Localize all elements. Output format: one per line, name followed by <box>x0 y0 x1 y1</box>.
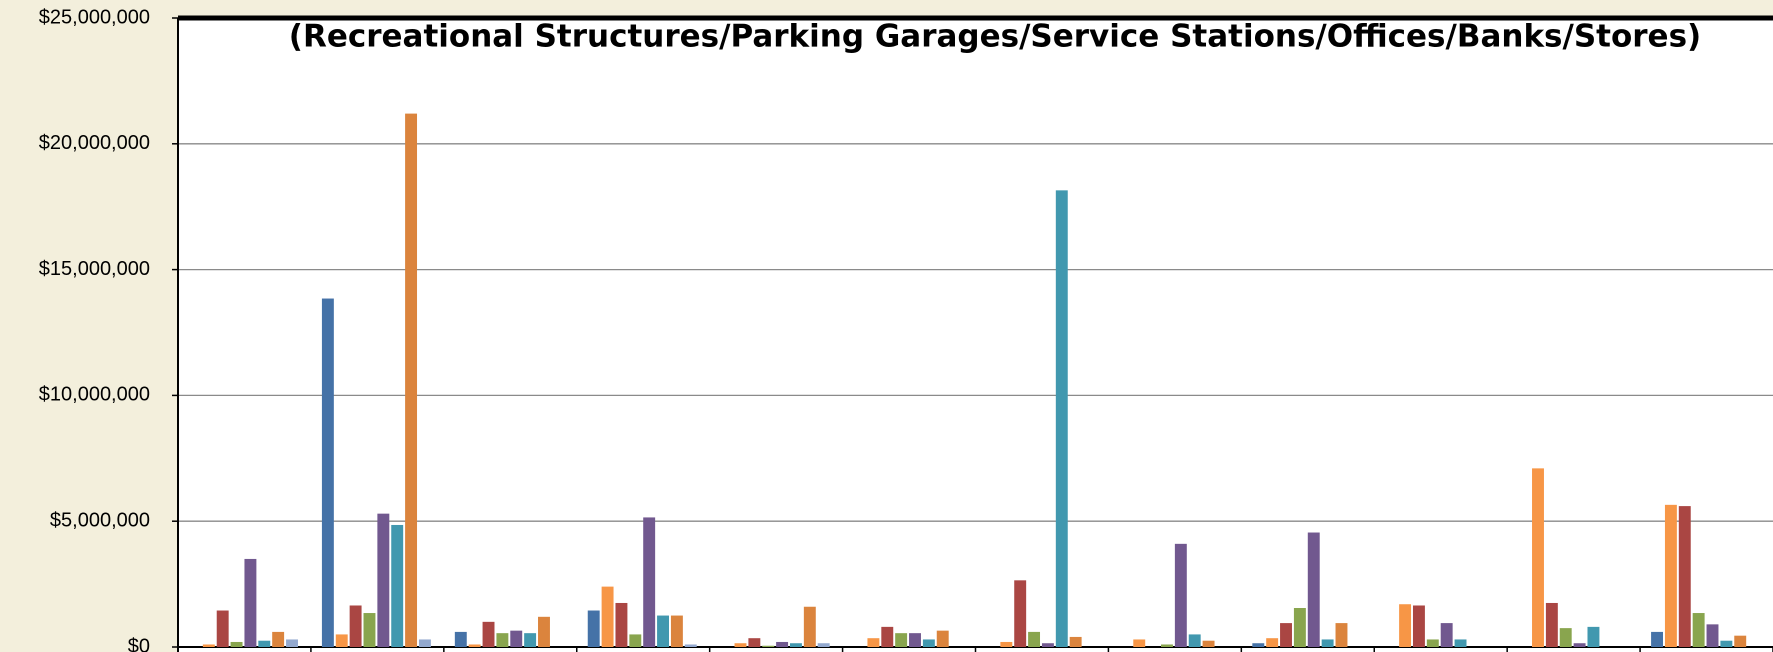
bar <box>1280 623 1292 647</box>
bar <box>1161 644 1173 647</box>
bar <box>789 643 802 647</box>
bar <box>1651 631 1664 647</box>
bar <box>468 644 481 647</box>
bar <box>1532 468 1544 647</box>
y-tick-label: $5,000,000 <box>50 509 150 531</box>
bar <box>1069 636 1082 647</box>
bar <box>1174 543 1187 647</box>
bar <box>202 644 215 647</box>
bar <box>482 621 495 647</box>
bar <box>1321 639 1334 647</box>
bar <box>629 634 642 647</box>
bar <box>1706 624 1719 647</box>
bar <box>1692 613 1705 647</box>
y-tick-label: $20,000,000 <box>39 132 150 154</box>
bar <box>1573 643 1586 647</box>
bar <box>418 639 431 647</box>
y-tick-label: $25,000,000 <box>39 6 150 28</box>
bar <box>349 605 362 647</box>
bar <box>321 298 334 647</box>
bar <box>391 524 404 647</box>
bar <box>1055 190 1068 647</box>
bar <box>867 638 880 647</box>
bar <box>1028 631 1041 647</box>
bar <box>258 640 271 647</box>
bar <box>1041 643 1054 647</box>
bar <box>1133 639 1146 647</box>
bar <box>1000 641 1013 647</box>
bar <box>1587 626 1600 647</box>
bar <box>1307 532 1320 647</box>
bar <box>895 633 908 647</box>
bar <box>936 630 949 647</box>
bar <box>1293 608 1306 647</box>
bar <box>1678 506 1691 647</box>
bar <box>216 610 229 647</box>
bar <box>1252 643 1265 647</box>
bar <box>762 645 775 647</box>
bar <box>803 606 816 647</box>
bar <box>817 643 830 647</box>
bar <box>670 615 683 647</box>
bar <box>377 513 390 647</box>
bar <box>922 639 935 647</box>
bar <box>615 602 628 647</box>
bar <box>510 630 523 647</box>
y-tick-label: $10,000,000 <box>39 384 150 406</box>
bar <box>1440 623 1453 647</box>
bar <box>587 610 600 647</box>
bar <box>286 639 298 647</box>
bar <box>1454 639 1467 647</box>
bar <box>230 641 243 647</box>
bar <box>524 633 537 647</box>
bar <box>748 638 761 647</box>
bar <box>1664 504 1677 647</box>
bar <box>1014 580 1027 647</box>
bar <box>1412 605 1425 647</box>
bar <box>1399 604 1412 647</box>
bar <box>1545 602 1558 647</box>
bar <box>1426 639 1439 647</box>
bar <box>643 517 656 647</box>
bar <box>881 626 894 647</box>
bar <box>601 586 614 647</box>
bar <box>909 633 921 647</box>
bar <box>1734 635 1747 647</box>
chart-title: (Recreational Structures/Parking Garages… <box>289 19 1701 55</box>
bar <box>1335 623 1348 647</box>
plot-area <box>178 18 1773 652</box>
bar <box>1202 640 1215 647</box>
bar <box>496 633 509 647</box>
bar <box>272 631 285 647</box>
bar <box>1559 628 1572 647</box>
bar <box>454 631 467 647</box>
bar <box>1266 638 1279 647</box>
bar <box>1188 634 1201 647</box>
bar <box>335 634 348 647</box>
bar <box>1720 640 1733 647</box>
bar <box>363 613 376 647</box>
bar <box>684 644 697 647</box>
bar <box>734 643 747 647</box>
bar <box>776 641 789 647</box>
y-tick-label: $15,000,000 <box>39 258 150 280</box>
y-tick-label: $0 <box>128 635 150 652</box>
bar <box>538 616 550 647</box>
bar <box>405 113 418 647</box>
bar <box>244 558 257 647</box>
bar <box>657 615 669 647</box>
